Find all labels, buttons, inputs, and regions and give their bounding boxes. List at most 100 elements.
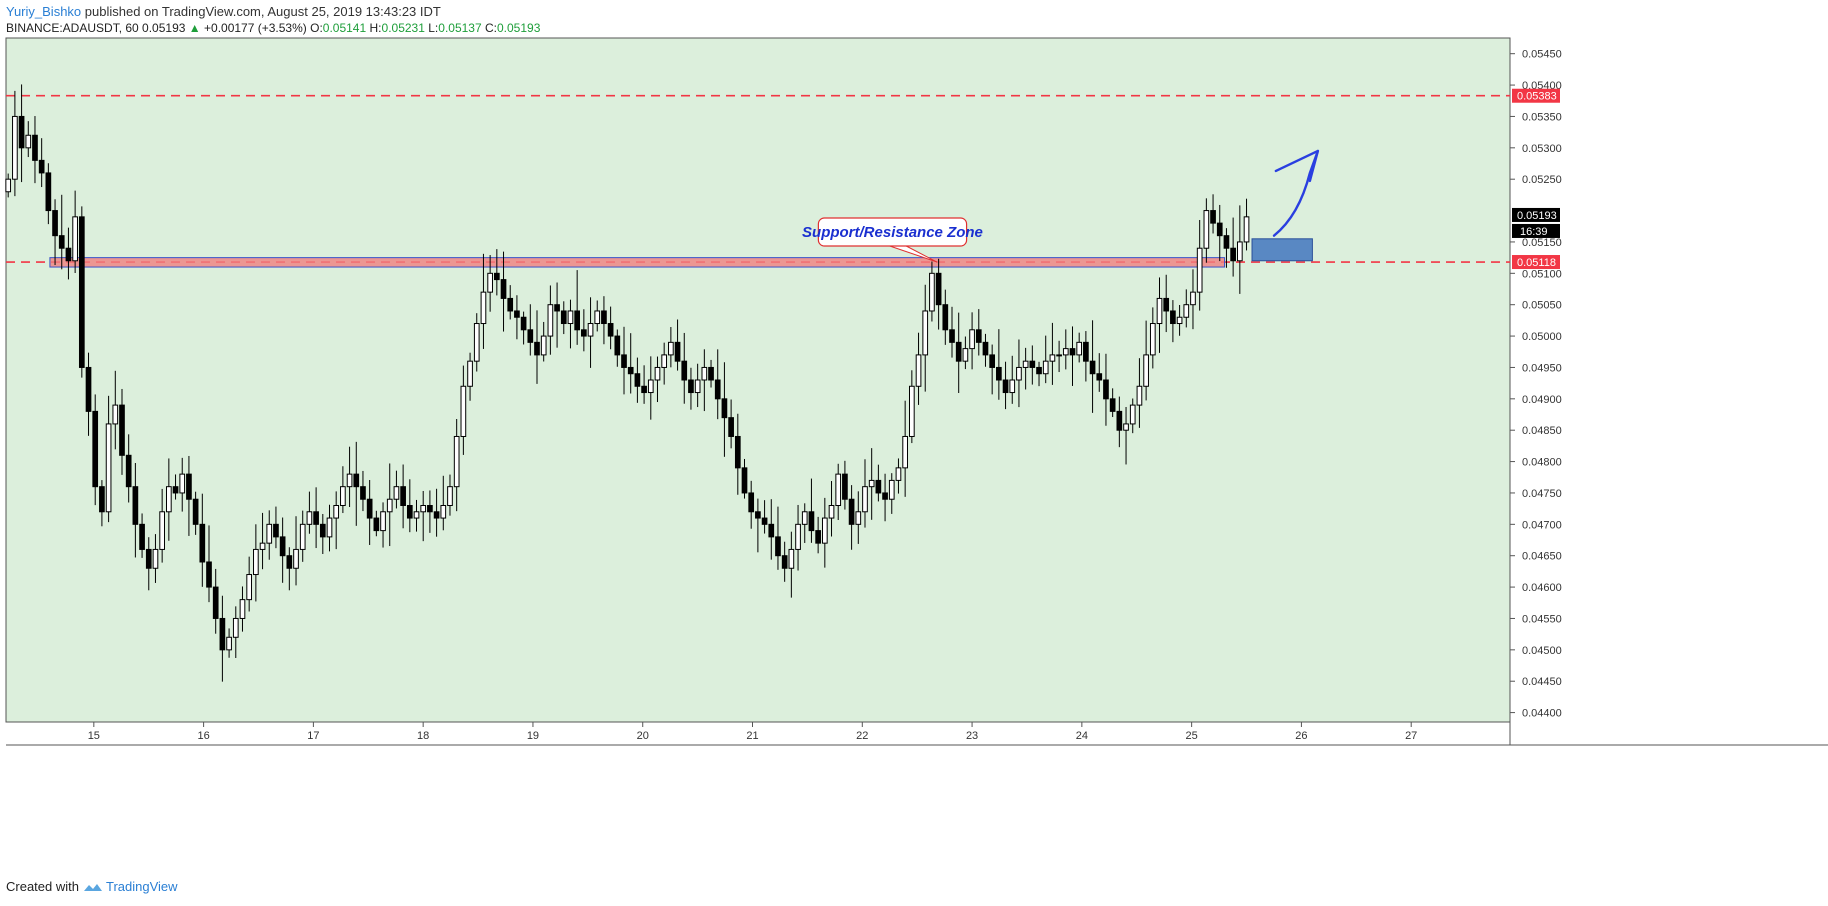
candle-up [1049,354,1056,362]
change-up-icon: ▲ [188,21,201,35]
candle-down [714,379,721,400]
close-label: C: [485,21,497,35]
candle-up [962,348,969,362]
y-tick-label: 0.05250 [1522,174,1562,186]
x-tick-label: 18 [417,730,429,742]
candle-up [929,272,935,312]
candle-down [65,247,72,262]
countdown-bg [1512,223,1560,238]
y-tick-label: 0.05050 [1522,300,1562,312]
candle-down [520,316,527,331]
candle-up [801,511,808,525]
candle-up [902,435,908,469]
low-value: 0.05137 [438,21,482,35]
current-price-label: 0.05193 [1517,210,1557,222]
entry-box [1251,238,1313,262]
candle-down [1116,410,1123,431]
candle-up [453,435,460,488]
candle-down [38,159,45,174]
candle-down [433,511,440,519]
price-change: +0.00177 (+3.53%) [204,21,307,35]
candle-down [78,216,85,368]
candle-down [781,555,788,569]
x-tick-label: 22 [856,730,868,742]
candle-up [393,486,400,500]
candle-up [647,379,654,394]
open-label: O: [310,21,323,35]
candle-up [346,473,353,488]
y-tick-label: 0.04600 [1522,582,1562,594]
candle-down [1216,222,1223,237]
candle-down [882,492,888,500]
candle-down [192,498,199,525]
candle-down [406,505,413,519]
candle-down [427,505,433,513]
drawings: Support/Resistance Zone [802,149,1320,263]
candle-up [828,505,835,519]
candle-up [1129,404,1136,425]
tradingview-logo-icon [83,883,102,891]
plot-area[interactable] [5,37,1511,723]
candle-up [232,617,239,638]
candle-down [145,548,152,569]
candle-down [1069,348,1076,356]
candle-up [1062,348,1069,356]
candle-up [440,505,447,519]
candle-down [949,329,955,343]
candle-down [935,272,942,306]
resistance-price-label-bg [1512,88,1560,103]
candle-up [306,511,313,525]
candle-down [527,329,534,343]
x-tick-label: 26 [1295,730,1307,742]
candle-down [634,373,641,387]
candle-up [386,498,393,513]
candle-up [480,291,487,325]
candle-up [447,486,453,507]
low-label: L: [428,21,439,35]
candle-up [821,517,828,544]
candle-down [206,561,212,588]
author-link[interactable]: Yuriy_Bishko [6,4,82,19]
price-axis[interactable]: 0.054500.054000.053500.053000.052500.051… [1510,49,1562,720]
candle-up [487,272,493,293]
candle-down [18,115,25,149]
candle-down [681,360,688,381]
bullish-arrow-icon [1272,149,1320,237]
candle-down [574,310,581,331]
candle-down [514,310,520,318]
y-tick-label: 0.05000 [1522,331,1562,343]
candle-down [875,479,882,494]
candle-down [1223,235,1230,249]
candle-down [554,304,560,312]
candle-up [25,134,32,149]
candle-up [1243,216,1250,243]
candle-down [755,511,761,519]
candle-down [942,304,949,331]
candle-down [45,172,52,212]
candle-down [139,523,145,550]
candle-up [293,548,299,569]
candle-up [12,115,18,180]
x-tick-label: 19 [527,730,539,742]
candle-down [1210,210,1216,224]
candle-up [594,310,601,325]
candle-up [326,517,333,538]
tradingview-brand[interactable]: TradingView [106,879,178,894]
candle-down [286,555,293,569]
time-axis[interactable]: 15 16 17 18 19 20 21 22 23 24 25 26 27 [88,722,1418,742]
candle-up [1236,241,1243,262]
candle-down [366,498,373,519]
candle-down [360,486,366,500]
candle-up [1176,316,1183,325]
candle-down [1163,297,1170,312]
candle-down [614,335,621,356]
y-tick-label: 0.05450 [1522,49,1562,61]
candle-down [32,134,38,161]
candle-up [380,511,386,532]
candles [5,84,1250,682]
y-tick-label: 0.04700 [1522,519,1562,531]
y-tick-label: 0.04800 [1522,457,1562,469]
candle-down [219,617,226,651]
candle-down [199,523,206,563]
